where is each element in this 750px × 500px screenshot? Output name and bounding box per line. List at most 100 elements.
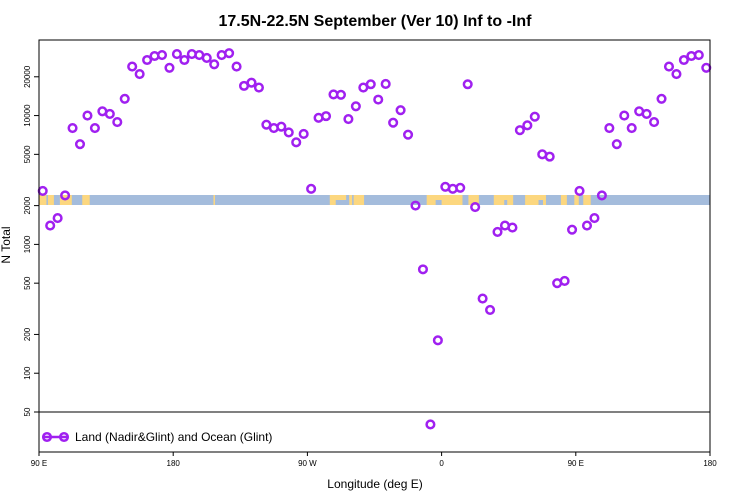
land-segment [426, 195, 463, 205]
data-point [462, 79, 473, 90]
x-axis-label: Longitude (deg E) [327, 477, 422, 491]
data-point [417, 264, 429, 275]
x-tick-label: 0 [439, 459, 444, 468]
data-point [343, 113, 354, 125]
legend-label: Land (Nadir&Glint) and Ocean (Glint) [75, 430, 272, 444]
data-point [179, 54, 190, 66]
data-point [335, 89, 347, 100]
data-point [678, 54, 689, 66]
x-axis: 90 E 180 90 W 0 90 E 180 [31, 452, 717, 468]
land-segment [47, 195, 54, 205]
data-point [514, 125, 525, 136]
data-point [350, 101, 361, 112]
y-tick-label: 1000 [23, 235, 32, 253]
data-point [455, 182, 466, 193]
data-point [425, 419, 436, 430]
data-point [201, 52, 212, 64]
data-point [306, 183, 317, 194]
data-point [142, 54, 153, 66]
data-point [67, 123, 78, 134]
ocean-inlet [335, 200, 350, 205]
data-point [611, 139, 622, 150]
data-point [567, 224, 578, 235]
y-tick-label: 200 [23, 327, 32, 341]
data-point [485, 304, 496, 315]
data-point [156, 49, 168, 61]
data-point [320, 111, 332, 122]
data-point [596, 190, 607, 201]
data-point [410, 200, 421, 211]
data-point [231, 61, 242, 72]
y-axis: 50 100 200 500 1000 2000 5000 10000 20000 [23, 65, 39, 416]
ocean-inlet [538, 200, 543, 205]
data-point [209, 59, 220, 70]
data-point [60, 190, 71, 201]
land-ocean-band [39, 195, 710, 205]
x-tick-label: 90 W [298, 459, 317, 468]
data-point [127, 61, 138, 72]
data-point [529, 111, 540, 122]
y-axis-label: N Total [0, 226, 13, 263]
data-point [395, 105, 406, 116]
legend-marker [41, 431, 53, 443]
data-point [507, 222, 518, 233]
y-tick-label: 2000 [23, 196, 32, 214]
y-tick-label: 20000 [23, 65, 32, 88]
data-point [574, 185, 585, 196]
land-segment [574, 195, 579, 205]
y-tick-label: 500 [23, 276, 32, 290]
data-point [373, 94, 384, 105]
data-point [134, 69, 145, 80]
data-point [477, 293, 488, 304]
land-segment [82, 195, 90, 205]
land-segment [468, 195, 479, 205]
data-point [37, 185, 48, 196]
y-tick-label: 5000 [23, 145, 32, 163]
data-point [380, 78, 391, 89]
x-tick-label: 90 E [568, 459, 584, 468]
data-point [663, 61, 675, 72]
data-point [403, 129, 414, 140]
data-point [649, 117, 660, 128]
data-point [171, 49, 182, 60]
data-point [298, 128, 309, 139]
y-tick-label: 50 [23, 407, 32, 416]
land-segment [583, 195, 591, 205]
data-point [112, 117, 123, 128]
data-point [119, 93, 130, 104]
land-segment [560, 195, 567, 205]
data-point [589, 213, 600, 224]
land-segment [525, 195, 546, 205]
data-point [619, 110, 630, 121]
ocean-band [39, 195, 710, 205]
legend-marker [58, 431, 70, 443]
data-point [492, 226, 503, 237]
data-points [37, 48, 712, 430]
x-tick-label: 90 E [31, 459, 47, 468]
data-point [52, 213, 63, 224]
data-point [626, 123, 637, 134]
data-point [45, 220, 56, 231]
land-segment [349, 195, 353, 205]
land-segment [493, 195, 514, 205]
plot-frame [38, 39, 711, 453]
data-point [82, 110, 93, 121]
data-point [656, 93, 667, 104]
data-point [559, 275, 570, 287]
data-point [104, 108, 115, 119]
data-point [604, 123, 615, 134]
data-point [365, 79, 376, 90]
data-point [253, 82, 264, 93]
data-point [388, 117, 399, 128]
data-point [291, 137, 302, 148]
ocean-inlet [504, 200, 508, 205]
data-point [283, 127, 294, 138]
data-point [164, 62, 175, 73]
data-point [641, 108, 652, 119]
data-point [544, 151, 555, 162]
data-point [246, 77, 257, 88]
x-tick-label: 180 [167, 459, 181, 468]
x-tick-label: 180 [703, 459, 717, 468]
ocean-inlet [435, 200, 442, 205]
